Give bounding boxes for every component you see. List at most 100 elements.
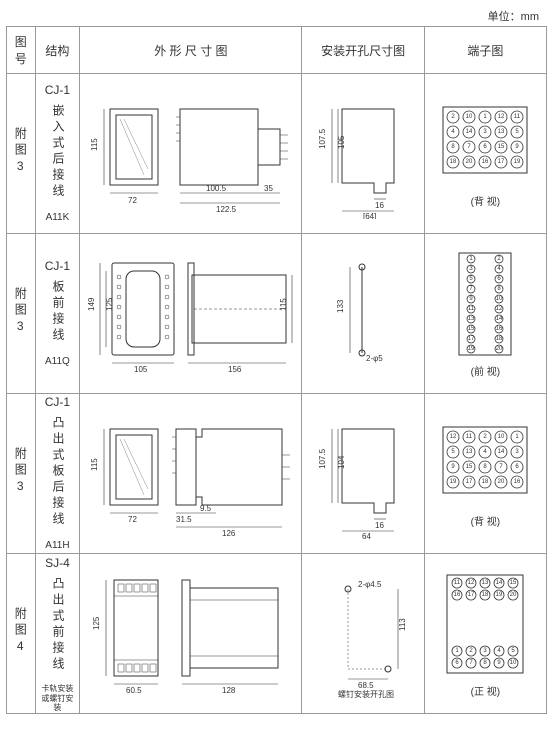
outline-cell: 125 60.5 128 (80, 554, 302, 714)
svg-text:17: 17 (468, 336, 475, 342)
model-label: CJ-1 (38, 81, 78, 100)
fig-no-text: 附图3 (12, 447, 29, 497)
mounting-cell: 2-φ4.5 113 68.5 螺钉安装开孔图 (302, 554, 424, 714)
svg-text:20: 20 (510, 592, 517, 598)
svg-text:12: 12 (468, 580, 475, 586)
struct-desc: 板前接线 (48, 280, 67, 344)
outline-cell: 115 72 100.5 122.5 35 (80, 74, 302, 234)
svg-text:17: 17 (468, 592, 475, 598)
fig-no-cell: 附图3 (7, 74, 36, 234)
svg-text:20: 20 (466, 159, 473, 165)
svg-text:17: 17 (466, 479, 473, 485)
dim-text: 72 (128, 515, 137, 524)
dim-text: 107.5 (318, 448, 327, 469)
svg-text:16: 16 (454, 592, 461, 598)
svg-text:12: 12 (498, 114, 505, 120)
table-row: 附图3 CJ-1 嵌入式后接线 A11K 115 72 (7, 74, 547, 234)
dim-text: 31.5 (176, 515, 192, 524)
dim-text: 100.5 (206, 184, 227, 193)
dim-text: 2-φ4.5 (358, 580, 382, 589)
dim-text: 104 (337, 455, 346, 469)
svg-text:19: 19 (468, 346, 475, 352)
dim-text: 60.5 (126, 686, 142, 695)
model-code: A11Q (38, 354, 78, 370)
dim-text: 64 (365, 212, 374, 219)
table-row: 附图3 CJ-1 板前接线 A11Q 149 (7, 234, 547, 394)
outline-diagram-icon: 149 125 105 115 156 (86, 249, 296, 379)
header-terminal: 端子图 (424, 27, 546, 74)
fig-no-cell: 附图3 (7, 234, 36, 394)
svg-text:[64]: [64] (363, 212, 376, 219)
struct-desc: 凸出式板后接线 (48, 416, 67, 528)
structure-cell: CJ-1 凸出式板后接线 A11H (35, 394, 80, 554)
outline-diagram-icon: 115 72 100.5 122.5 35 (86, 89, 296, 219)
svg-text:11: 11 (466, 434, 473, 440)
dim-text: 105 (337, 135, 346, 149)
outline-diagram-icon: 125 60.5 128 (86, 564, 296, 704)
header-outline: 外 形 尺 寸 图 (80, 27, 302, 74)
svg-text:10: 10 (498, 434, 505, 440)
mounting-diagram-icon: 2-φ4.5 113 68.5 螺钉安装开孔图 (308, 569, 418, 699)
model-label: SJ-4 (38, 554, 78, 573)
terminal-cell: 1357911131517192468101214161820 (前 视) (424, 234, 546, 394)
dim-text: 115 (90, 457, 99, 470)
dim-text: 149 (87, 297, 96, 311)
structure-cell: CJ-1 板前接线 A11Q (35, 234, 80, 394)
outline-cell: 115 72 31.5 9.5 126 (80, 394, 302, 554)
svg-text:18: 18 (450, 159, 457, 165)
terminal-cell: 2101121141431358761591820161719 (背 视) (424, 74, 546, 234)
outline-cell: 149 125 105 115 156 (80, 234, 302, 394)
dim-text: 107.5 (318, 128, 327, 149)
svg-text:14: 14 (496, 316, 503, 322)
fig-no-cell: 附图4 (7, 554, 36, 714)
model-label: CJ-1 (38, 257, 78, 276)
dim-text: 115 (90, 137, 99, 150)
header-row: 图号 结构 外 形 尺 寸 图 安装开孔尺寸图 端子图 (7, 27, 547, 74)
table-row: 附图3 CJ-1 凸出式板后接线 A11H 115 72 (7, 394, 547, 554)
mounting-cell: 133 2-φ5 (302, 234, 424, 394)
mounting-diagram-icon: 107.5 104 16 64 (308, 409, 418, 539)
outline-diagram-icon: 115 72 31.5 9.5 126 (86, 409, 296, 539)
terminal-cell: 1211210151341439158761917182016 (背 视) (424, 394, 546, 554)
structure-cell: CJ-1 嵌入式后接线 A11K (35, 74, 80, 234)
dim-text: 2-φ5 (366, 354, 383, 363)
mounting-diagram-icon: 107.5 105 16 [64] (308, 89, 418, 219)
dim-text: 64 (362, 532, 371, 539)
svg-text:16: 16 (496, 326, 503, 332)
svg-text:16: 16 (482, 159, 489, 165)
mounting-note: 螺钉安装开孔图 (338, 689, 394, 699)
svg-text:18: 18 (482, 592, 489, 598)
dim-text: 113 (398, 617, 407, 630)
dim-text: 133 (336, 299, 345, 313)
svg-text:15: 15 (510, 580, 517, 586)
svg-text:19: 19 (496, 592, 503, 598)
terminal-diagram-icon: 1357911131517192468101214161820 (435, 249, 535, 359)
svg-text:13: 13 (482, 580, 489, 586)
mounting-diagram-icon: 133 2-φ5 (308, 249, 418, 379)
svg-text:19: 19 (514, 159, 521, 165)
terminal-diagram-icon: 1112131415161718192012345678910 (435, 569, 535, 679)
terminal-diagram-icon: 1211210151341439158761917182016 (435, 419, 535, 509)
svg-text:14: 14 (466, 129, 473, 135)
dim-text: 156 (228, 365, 242, 374)
svg-text:15: 15 (468, 326, 475, 332)
dim-text: 126 (222, 529, 236, 538)
svg-text:10: 10 (510, 660, 517, 666)
table-row: 附图4 SJ-4 凸出式前接线 卡轨安装或螺钉安装 (7, 554, 547, 714)
dim-text: 128 (222, 686, 236, 695)
svg-text:14: 14 (498, 449, 505, 455)
terminal-cell: 1112131415161718192012345678910 (正 视) (424, 554, 546, 714)
dim-text: 115 (279, 297, 288, 310)
mounting-cell: 107.5 104 16 64 (302, 394, 424, 554)
svg-text:13: 13 (468, 316, 475, 322)
svg-text:18: 18 (482, 479, 489, 485)
fig-no-cell: 附图3 (7, 394, 36, 554)
svg-text:13: 13 (498, 129, 505, 135)
dim-text: 125 (105, 297, 114, 311)
svg-text:18: 18 (496, 336, 503, 342)
svg-text:20: 20 (498, 479, 505, 485)
terminal-caption: (背 视) (427, 513, 544, 528)
header-fig-no: 图号 (7, 27, 36, 74)
svg-text:14: 14 (496, 580, 503, 586)
dim-text: 72 (128, 196, 137, 205)
